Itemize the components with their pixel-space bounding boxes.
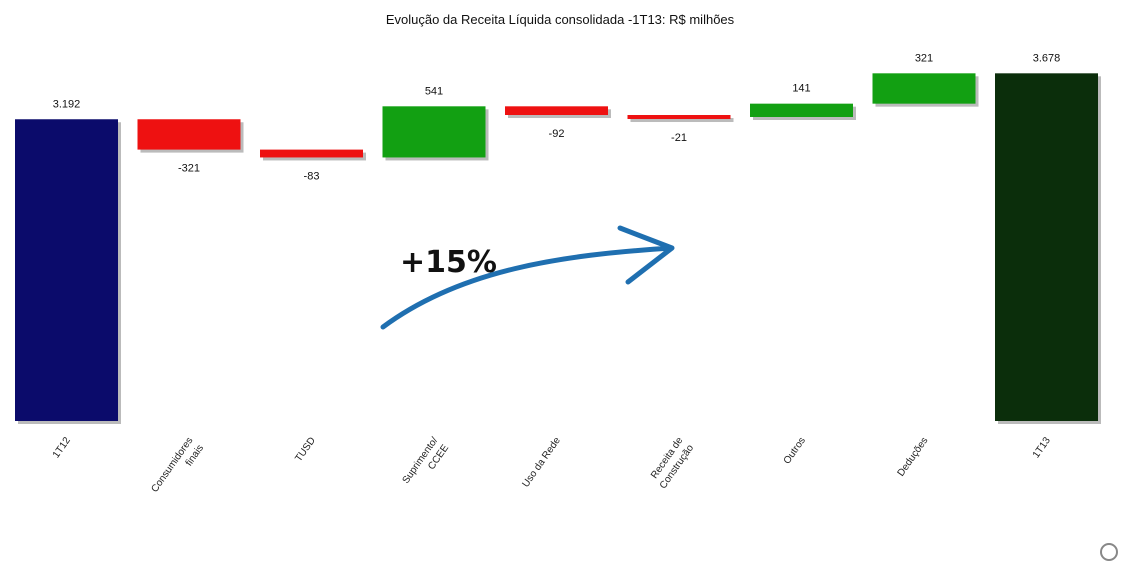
tick-label-4: Uso da Rede <box>520 435 563 489</box>
growth-arrow <box>380 225 675 330</box>
tick-label-8: 1T13 <box>1031 435 1053 460</box>
bar-decrease-5 <box>627 115 731 120</box>
tick-label-5: Receita deConstrução <box>647 435 696 491</box>
chart-title: Evolução da Receita Líquida consolidada … <box>386 12 735 27</box>
bars-group <box>15 73 1101 424</box>
circle-icon <box>1100 543 1118 561</box>
bar-increase-3 <box>382 106 486 158</box>
bar-decrease-5-shadow <box>630 118 734 123</box>
bar-decrease-2 <box>260 149 363 158</box>
tick-label-0: 1T12 <box>51 435 73 460</box>
growth-annotation: +15% <box>400 245 497 280</box>
value-label-2: -83 <box>304 170 320 182</box>
value-label-5: -21 <box>671 132 687 144</box>
bar-decrease-4 <box>505 106 608 116</box>
value-label-0: 3.192 <box>53 98 81 110</box>
value-label-6: 141 <box>792 83 810 95</box>
value-label-4: -92 <box>549 128 565 140</box>
tick-label-6: Outros <box>782 435 808 466</box>
value-labels-group: 3.192 -321 -83 541 -92 -21 141 321 3.678 <box>53 52 1061 182</box>
bar-increase-7 <box>872 73 976 104</box>
tick-labels-group: 1T12 Consumidoresfinais TUSD Suprimento/CCE… <box>51 435 1053 502</box>
value-label-8: 3.678 <box>1033 52 1061 64</box>
tick-label-1: Consumidoresfinais <box>149 435 206 502</box>
tick-label-7: Deduções <box>896 435 931 478</box>
bar-total-end <box>995 73 1098 421</box>
bar-total-start <box>15 119 118 421</box>
bar-increase-6 <box>750 103 853 117</box>
bar-decrease-1 <box>137 119 241 150</box>
tick-label-2: TUSD <box>293 435 318 464</box>
value-label-7: 321 <box>915 52 933 64</box>
value-label-3: 541 <box>425 85 443 97</box>
tick-label-3: Suprimento/CCEE <box>401 435 452 493</box>
value-label-1: -321 <box>178 163 200 175</box>
